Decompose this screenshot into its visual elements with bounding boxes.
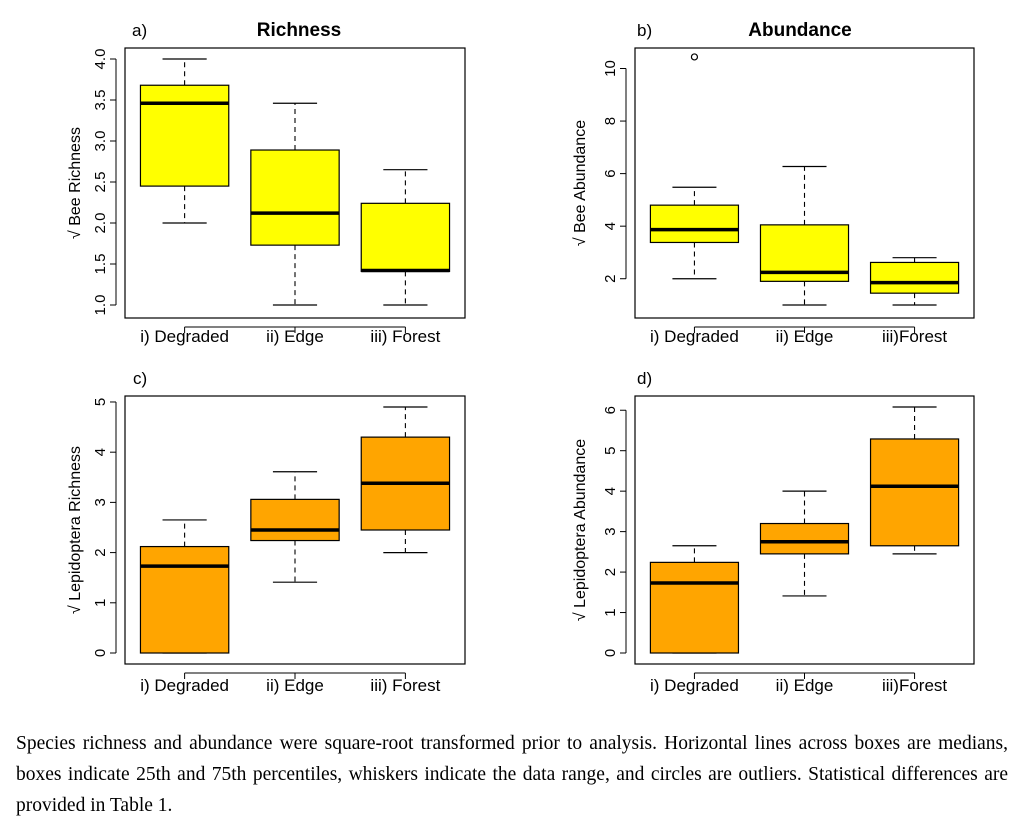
panel-letter: c) [133,369,147,388]
x-tick-label: ii) Edge [266,327,324,346]
x-tick-label: iii) Forest [370,327,440,346]
y-tick-label: 4 [602,222,619,230]
plot-frame [634,47,975,319]
y-tick-label: 6 [602,406,619,414]
box-1 [139,58,230,224]
x-tick-label: iii) Forest [370,676,440,695]
box-2 [250,471,340,583]
iqr-box [649,561,740,654]
plot-frame [634,395,975,665]
figure-caption: Species richness and abundance were squa… [16,733,1008,816]
y-axis-label: √ Bee Richness [67,127,84,239]
box-2 [759,165,850,306]
iqr-box [759,522,850,555]
panel-letter: a) [132,21,147,40]
plot-frame [124,47,466,319]
y-tick-label: 1 [92,599,109,607]
iqr-box [139,545,230,654]
box-1 [139,519,230,654]
y-tick-label: 5 [92,398,109,406]
y-tick-label: 4.0 [92,49,109,70]
panel-letter: b) [637,21,652,40]
iqr-box [139,84,230,187]
box-1 [649,53,740,280]
y-axis-label: √ Lepidoptera Abundance [572,439,589,621]
y-tick-label: 3.5 [92,90,109,111]
plot-frame [124,395,466,665]
x-tick-label: ii) Edge [266,676,324,695]
y-tick-label: 3 [602,527,619,535]
y-tick-label: 5 [602,447,619,455]
y-tick-label: 3.0 [92,131,109,152]
panel-title: Richness [257,20,341,41]
box-3 [869,257,960,306]
y-tick-label: 3 [92,498,109,506]
iqr-box [360,202,451,272]
figure: a) Richness 1.0 1.5 2.0 2.5 3.0 3.5 4.0 √ Bee Ric… [67,20,975,695]
panel-a: a) Richness 1.0 1.5 2.0 2.5 3.0 3.5 4.0 √ Bee Ric… [67,20,466,346]
x-tick-label: ii) Edge [776,676,834,695]
box-2 [759,490,850,597]
y-tick-label: 6 [602,169,619,177]
y-tick-label: 4 [92,448,109,456]
box-1 [649,545,740,654]
y-axis-label: √ Bee Abundance [572,120,589,246]
y-tick-label: 2.0 [92,213,109,234]
box-2 [250,102,340,306]
y-tick-label: 2.5 [92,172,109,193]
y-tick-label: 0 [602,649,619,657]
x-tick-label: iii)Forest [882,327,947,346]
x-tick-label: i) Degraded [140,676,229,695]
x-tick-label: ii) Edge [776,327,834,346]
box-3 [869,406,960,555]
panel-title: Abundance [748,20,851,41]
panel-letter: d) [637,369,652,388]
x-tick-label: i) Degraded [650,327,739,346]
y-tick-label: 0 [92,649,109,657]
iqr-box [869,438,960,547]
panel-c: c) 0 1 2 3 4 5 √ Lepidoptera Richness i) Degrade… [67,369,466,695]
y-tick-label: 4 [602,487,619,495]
y-tick-label: 1 [602,608,619,616]
box-3 [360,406,451,554]
iqr-box [649,204,740,244]
y-tick-label: 10 [602,60,619,77]
y-tick-label: 2 [92,548,109,556]
y-tick-label: 8 [602,117,619,125]
x-tick-label: i) Degraded [140,327,229,346]
iqr-box [869,261,960,294]
panel-b: b) Abundance 2 4 6 8 10 √ Bee Abundance i) Degra… [572,20,975,346]
iqr-box [250,149,340,246]
outlier-point [690,53,699,61]
x-tick-label: iii)Forest [882,676,947,695]
y-axis-label: √ Lepidoptera Richness [67,446,84,614]
y-tick-label: 2 [602,275,619,283]
y-tick-label: 2 [602,568,619,576]
iqr-box [250,498,340,542]
panel-d: d) 0 1 2 3 4 5 6 √ Lepidoptera Abundance i) Degra… [572,369,975,695]
x-tick-label: i) Degraded [650,676,739,695]
box-3 [360,169,451,306]
y-tick-label: 1.0 [92,295,109,316]
y-tick-label: 1.5 [92,254,109,275]
